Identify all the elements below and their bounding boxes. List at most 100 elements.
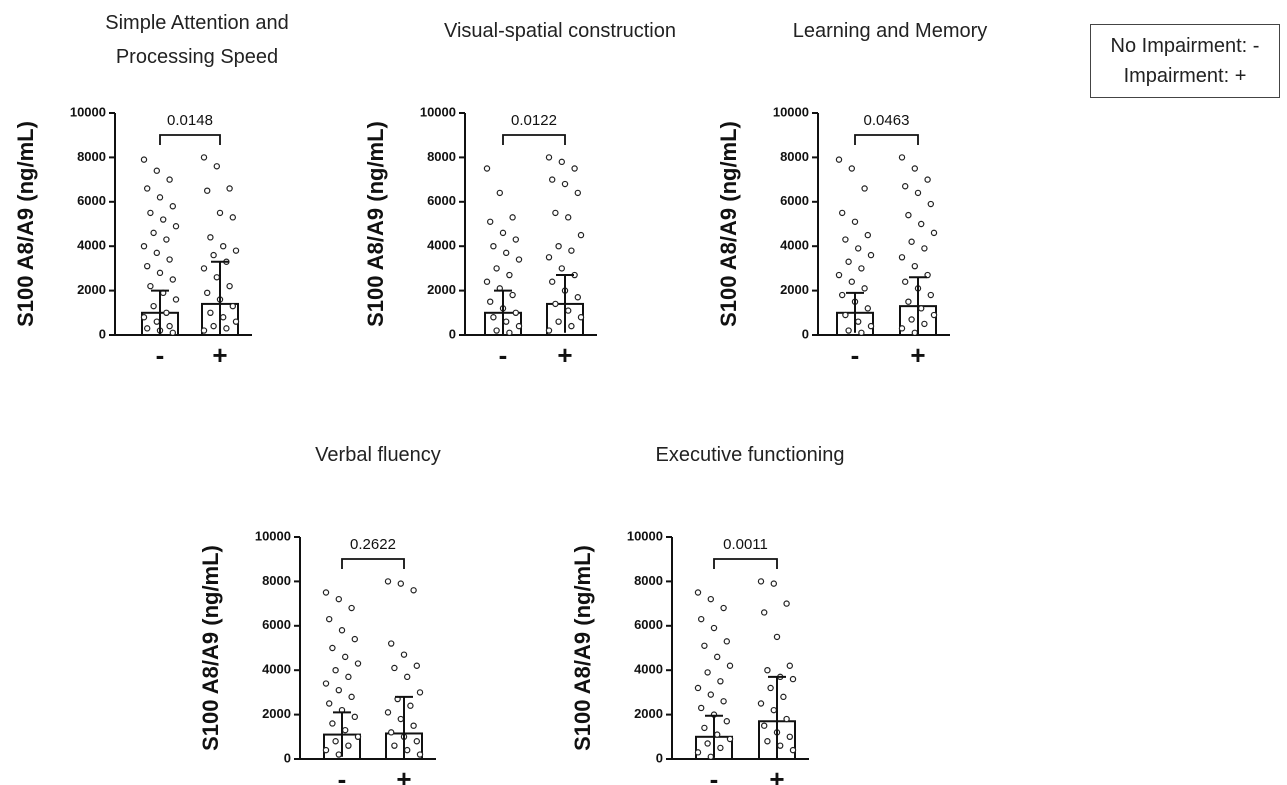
data-point (153, 167, 160, 174)
data-point (704, 669, 711, 676)
data-point (921, 245, 928, 252)
data-point (506, 271, 513, 279)
y-tick-label: 0 (99, 326, 106, 341)
y-tick-label: 8000 (780, 149, 809, 164)
data-point (845, 327, 852, 334)
data-point (577, 231, 585, 239)
data-point (555, 242, 562, 250)
data-point (229, 214, 236, 221)
legend-entry: No Impairment: - (1110, 35, 1260, 57)
data-point (911, 262, 919, 270)
data-point (558, 158, 566, 166)
data-point (147, 282, 154, 290)
data-point (210, 251, 217, 259)
data-point (911, 165, 919, 172)
plot-area (694, 578, 797, 759)
data-point (219, 242, 227, 250)
data-point (232, 247, 240, 254)
data-point (720, 604, 727, 612)
data-point (397, 580, 404, 587)
data-point (326, 615, 333, 623)
data-point (384, 709, 392, 716)
data-point (200, 154, 208, 161)
data-point (410, 587, 417, 594)
data-point (496, 189, 503, 197)
data-point (694, 749, 702, 756)
p-value: 0.0463 (864, 112, 910, 129)
data-point (487, 298, 494, 305)
data-point (902, 183, 909, 190)
plot-area (483, 154, 585, 335)
data-point (351, 635, 358, 643)
data-point (213, 163, 220, 170)
y-tick-label: 6000 (262, 617, 291, 632)
data-point (930, 229, 938, 237)
data-point (773, 633, 781, 641)
data-point (552, 209, 559, 217)
data-point (354, 660, 362, 667)
data-point (552, 300, 559, 308)
data-point (348, 604, 355, 612)
y-tick-label: 10000 (420, 104, 456, 119)
p-value: 0.0148 (167, 112, 213, 129)
data-point (509, 214, 516, 221)
data-point (918, 220, 925, 228)
data-point (512, 236, 520, 243)
data-point (764, 667, 771, 674)
y-tick-label: 8000 (77, 149, 106, 164)
data-point (342, 653, 349, 661)
data-point (397, 715, 404, 723)
y-tick-label: 2000 (262, 706, 291, 721)
data-point (169, 276, 176, 283)
significance-bracket (502, 134, 566, 145)
data-point (924, 176, 931, 183)
y-tick-label: 8000 (262, 573, 291, 588)
data-point (163, 236, 170, 243)
data-point (549, 278, 556, 285)
x-tick-label: + (769, 764, 784, 785)
data-point (159, 216, 167, 223)
data-point (232, 318, 240, 325)
data-point (338, 627, 346, 634)
data-point (723, 638, 731, 645)
data-point (720, 698, 727, 705)
data-point (726, 662, 734, 669)
data-point (329, 644, 336, 652)
x-tick-label: - (156, 340, 165, 370)
y-tick-label: 2000 (780, 282, 809, 297)
data-point (229, 302, 236, 310)
data-point (723, 718, 731, 725)
data-point (780, 693, 787, 701)
data-point (786, 662, 794, 669)
data-point (166, 176, 173, 183)
data-point (226, 282, 233, 290)
data-point (345, 673, 352, 681)
y-axis-label: S100 A8/A9 (ng/mL) (363, 121, 388, 327)
data-point (509, 291, 516, 299)
data-point (717, 678, 724, 685)
data-point (767, 684, 774, 692)
data-point (351, 713, 358, 721)
data-point (908, 238, 915, 245)
y-tick-label: 10000 (627, 528, 663, 543)
data-point (345, 742, 352, 749)
data-point (898, 325, 906, 332)
y-axis-label: S100 A8/A9 (ng/mL) (198, 545, 223, 751)
y-tick-label: 8000 (634, 573, 663, 588)
data-point (172, 223, 180, 230)
data-point (568, 322, 575, 330)
data-point (391, 742, 398, 749)
data-point (707, 753, 714, 759)
data-point (898, 254, 906, 261)
data-point (335, 686, 342, 694)
chart-title: Simple Attention and Processing Speed (105, 12, 289, 68)
data-point (861, 285, 868, 292)
data-point (786, 733, 794, 741)
data-point (388, 729, 395, 736)
data-point (223, 325, 230, 332)
x-tick-label: + (396, 764, 411, 785)
data-point (506, 329, 513, 335)
data-point (207, 309, 214, 316)
data-point (172, 296, 180, 303)
